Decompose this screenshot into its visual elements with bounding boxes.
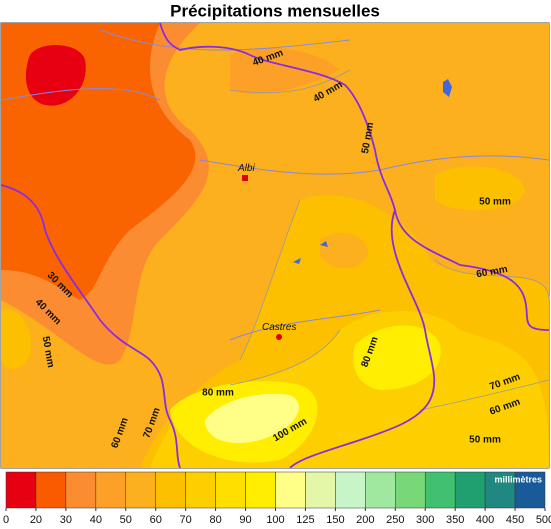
legend-swatch: [484, 471, 516, 509]
legend-swatch: [335, 471, 366, 509]
legend-tick-label: 90: [239, 514, 251, 526]
legend-tick-label: 150: [326, 514, 344, 526]
legend-swatch: [65, 471, 97, 509]
contour-label: 50 mm: [479, 197, 511, 208]
contour-label: 60 mm: [475, 264, 508, 280]
legend-swatch: [35, 471, 67, 509]
legend-tick-label: 300: [416, 514, 434, 526]
legend-tick-label: 200: [356, 514, 374, 526]
legend-tick-label: 500: [536, 514, 551, 526]
legend-swatch: [514, 471, 546, 509]
legend-tick-label: 350: [446, 514, 464, 526]
zone-100: [205, 393, 299, 444]
legend-swatch: [245, 471, 276, 509]
legend-unit: millimètres: [494, 474, 542, 484]
legend-swatch: [305, 471, 336, 509]
city-label: Albi: [237, 163, 255, 174]
map: Albi Castres 40 mm 40 mm 50 mm 50 mm 60 …: [0, 22, 550, 469]
zone-40-c: [320, 232, 369, 269]
zone-40-a: [230, 47, 340, 94]
legend-tick-label: 450: [506, 514, 524, 526]
contour-label: 50 mm: [40, 335, 56, 368]
zone-80-b: [353, 325, 441, 390]
boundaries: [0, 22, 550, 469]
legend-tick-label: 70: [180, 514, 192, 526]
legend-tick-label: 125: [296, 514, 314, 526]
legend-swatch: [95, 471, 127, 509]
contour-label: 50 mm: [469, 435, 501, 446]
legend-tick-label: 0: [3, 514, 9, 526]
legend-swatch: [424, 471, 456, 509]
legend-tick-label: 50: [120, 514, 132, 526]
city-label: Castres: [262, 322, 296, 333]
legend-swatch: [365, 471, 396, 509]
legend-tick-label: 250: [386, 514, 404, 526]
zone-50-d: [1, 309, 31, 369]
contour-label: 50 mm: [360, 121, 376, 154]
zone-50-b: [435, 166, 525, 211]
legend-tick-label: 60: [150, 514, 162, 526]
legend-tick-label: 100: [266, 514, 284, 526]
contour-label: 80 mm: [202, 388, 234, 399]
legend-tick-label: 400: [476, 514, 494, 526]
legend-swatch: [395, 471, 426, 509]
legend-swatch: [275, 471, 306, 509]
legend-swatch: [185, 471, 216, 509]
legend-swatch: [125, 471, 156, 509]
legend-swatch: [155, 471, 186, 509]
legend: 0 20 30 40 50 60 70 80 90 100 125 150 200 250 300 350 40…: [3, 471, 551, 526]
legend-swatch: [215, 471, 246, 509]
legend-swatch: [454, 471, 486, 509]
legend-tick-label: 20: [30, 514, 42, 526]
map-title: Précipitations mensuelles: [170, 1, 380, 20]
legend-swatch: [5, 471, 37, 509]
legend-tick-label: 80: [209, 514, 221, 526]
legend-tick-label: 30: [60, 514, 72, 526]
legend-tick-label: 40: [90, 514, 102, 526]
city-marker: [276, 334, 282, 340]
city-marker: [242, 175, 248, 181]
